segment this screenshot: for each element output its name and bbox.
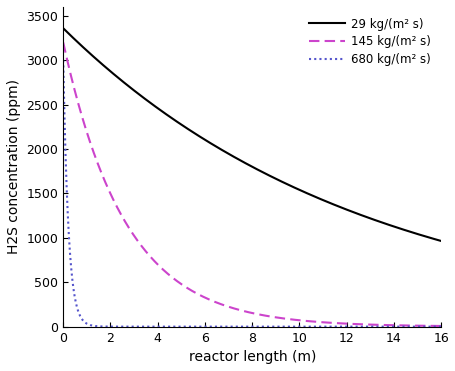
680 kg/(m² s) (234, 324, 239, 329)
680 kg/(m² s) (357, 324, 363, 329)
145 kg/(m² s) (426, 324, 432, 328)
145 kg/(m² s) (438, 324, 443, 328)
145 kg/(m² s) (426, 324, 432, 328)
680 kg/(m² s) (244, 324, 249, 329)
145 kg/(m² s) (357, 322, 363, 326)
29 kg/(m² s) (426, 236, 432, 240)
145 kg/(m² s) (234, 307, 239, 312)
29 kg/(m² s) (426, 236, 432, 240)
680 kg/(m² s) (80, 318, 85, 322)
29 kg/(m² s) (80, 45, 85, 49)
Line: 145 kg/(m² s): 145 kg/(m² s) (63, 42, 440, 326)
29 kg/(m² s) (61, 26, 66, 30)
X-axis label: reactor length (m): reactor length (m) (188, 350, 315, 364)
Line: 29 kg/(m² s): 29 kg/(m² s) (63, 28, 440, 241)
Y-axis label: H2S concentration (ppm): H2S concentration (ppm) (7, 79, 21, 254)
680 kg/(m² s) (426, 324, 432, 329)
Legend: 29 kg/(m² s), 145 kg/(m² s), 680 kg/(m² s): 29 kg/(m² s), 145 kg/(m² s), 680 kg/(m² … (304, 13, 435, 71)
29 kg/(m² s) (234, 156, 239, 161)
680 kg/(m² s) (61, 58, 66, 62)
29 kg/(m² s) (357, 213, 363, 217)
680 kg/(m² s) (426, 324, 432, 329)
29 kg/(m² s) (244, 162, 249, 166)
680 kg/(m² s) (438, 324, 443, 329)
Line: 680 kg/(m² s): 680 kg/(m² s) (63, 60, 440, 326)
145 kg/(m² s) (244, 310, 249, 314)
145 kg/(m² s) (61, 40, 66, 45)
145 kg/(m² s) (80, 116, 85, 121)
29 kg/(m² s) (438, 239, 443, 243)
